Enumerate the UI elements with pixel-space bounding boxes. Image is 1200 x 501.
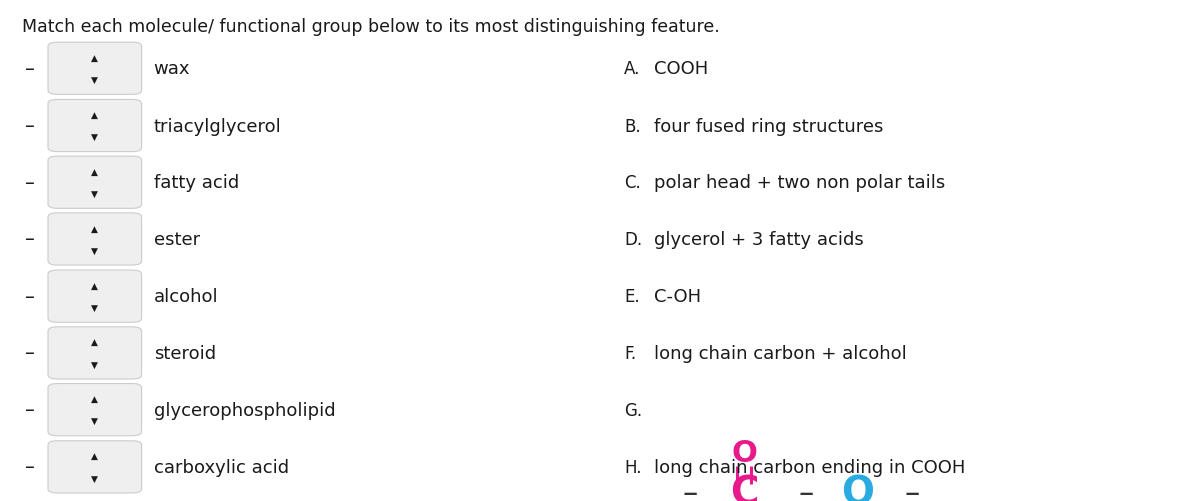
Text: –: – — [25, 287, 35, 306]
Text: triacylglycerol: triacylglycerol — [154, 117, 281, 135]
Text: long chain carbon + alcohol: long chain carbon + alcohol — [654, 344, 907, 362]
Text: ▼: ▼ — [91, 246, 98, 255]
Text: carboxylic acid: carboxylic acid — [154, 458, 289, 476]
Text: C.: C. — [624, 174, 641, 192]
Text: polar head + two non polar tails: polar head + two non polar tails — [654, 174, 946, 192]
Text: ▲: ▲ — [91, 281, 98, 290]
FancyBboxPatch shape — [48, 384, 142, 436]
Text: C: C — [730, 473, 758, 501]
Text: E.: E. — [624, 288, 640, 306]
Text: B.: B. — [624, 117, 641, 135]
Text: wax: wax — [154, 60, 190, 78]
FancyBboxPatch shape — [48, 157, 142, 209]
FancyBboxPatch shape — [48, 100, 142, 152]
Text: C-OH: C-OH — [654, 288, 701, 306]
Text: ▼: ▼ — [91, 76, 98, 85]
Text: long chain carbon ending in COOH: long chain carbon ending in COOH — [654, 458, 965, 476]
Text: –: – — [25, 117, 35, 136]
Text: –: – — [25, 60, 35, 79]
Text: –: – — [683, 478, 697, 501]
Text: ▼: ▼ — [91, 416, 98, 425]
Text: –: – — [905, 478, 919, 501]
Text: ▲: ▲ — [91, 111, 98, 120]
FancyBboxPatch shape — [48, 441, 142, 493]
Text: D.: D. — [624, 230, 642, 248]
Text: ▼: ▼ — [91, 303, 98, 312]
Text: ▼: ▼ — [91, 133, 98, 142]
Text: –: – — [25, 230, 35, 249]
Text: –: – — [25, 173, 35, 192]
Text: alcohol: alcohol — [154, 288, 218, 306]
Text: –: – — [25, 457, 35, 476]
Text: –: – — [25, 400, 35, 419]
Text: ▲: ▲ — [91, 338, 98, 347]
Text: ▼: ▼ — [91, 360, 98, 369]
FancyBboxPatch shape — [48, 43, 142, 95]
Text: ▲: ▲ — [91, 451, 98, 460]
FancyBboxPatch shape — [48, 327, 142, 379]
Text: –: – — [799, 478, 814, 501]
FancyBboxPatch shape — [48, 271, 142, 323]
Text: glycerophospholipid: glycerophospholipid — [154, 401, 335, 419]
Text: H.: H. — [624, 458, 642, 476]
Text: fatty acid: fatty acid — [154, 174, 239, 192]
FancyBboxPatch shape — [48, 213, 142, 266]
Text: ▲: ▲ — [91, 54, 98, 63]
Text: A.: A. — [624, 60, 641, 78]
Text: ▲: ▲ — [91, 394, 98, 403]
Text: Match each molecule/ functional group below to its most distinguishing feature.: Match each molecule/ functional group be… — [22, 18, 719, 36]
Text: F.: F. — [624, 344, 636, 362]
Text: –: – — [25, 344, 35, 363]
Text: ester: ester — [154, 230, 199, 248]
Text: O: O — [841, 473, 875, 501]
Text: glycerol + 3 fatty acids: glycerol + 3 fatty acids — [654, 230, 864, 248]
Text: steroid: steroid — [154, 344, 216, 362]
Text: ▲: ▲ — [91, 167, 98, 176]
Text: ▼: ▼ — [91, 473, 98, 482]
Text: ▲: ▲ — [91, 224, 98, 233]
Text: G.: G. — [624, 401, 642, 419]
Text: COOH: COOH — [654, 60, 708, 78]
Text: four fused ring structures: four fused ring structures — [654, 117, 883, 135]
Text: ▼: ▼ — [91, 189, 98, 198]
Text: O: O — [731, 438, 757, 467]
